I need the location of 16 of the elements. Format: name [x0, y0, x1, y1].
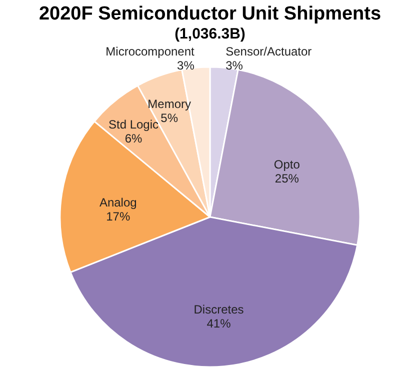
- data-label: 17%: [106, 209, 130, 224]
- data-label: 41%: [206, 316, 232, 331]
- slice-label: Microcomponent: [106, 44, 196, 59]
- chart-title: 2020F Semiconductor Unit Shipments: [38, 4, 382, 25]
- slice-label: Analog: [99, 195, 137, 210]
- slice-label: Opto: [274, 158, 300, 172]
- slice-label: Memory: [148, 97, 192, 112]
- data-label: 6%: [124, 132, 143, 146]
- chart-subtitle: (1,036.3B): [174, 26, 246, 43]
- data-label: 3%: [177, 58, 195, 73]
- slice-label: Std Logic: [108, 118, 159, 132]
- data-label: 5%: [160, 111, 178, 126]
- data-label: 3%: [226, 58, 244, 73]
- slice-label: Discretes: [194, 302, 244, 317]
- slice-label: Sensor/Actuator: [226, 44, 312, 59]
- data-label: 25%: [274, 172, 300, 186]
